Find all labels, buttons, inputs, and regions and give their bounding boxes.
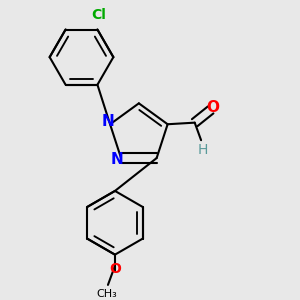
Text: N: N [102, 114, 115, 129]
Text: O: O [109, 262, 121, 276]
Text: CH₃: CH₃ [97, 289, 117, 299]
Text: N: N [111, 152, 124, 167]
Text: Cl: Cl [92, 8, 106, 22]
Text: O: O [207, 100, 220, 115]
Text: H: H [197, 143, 208, 158]
